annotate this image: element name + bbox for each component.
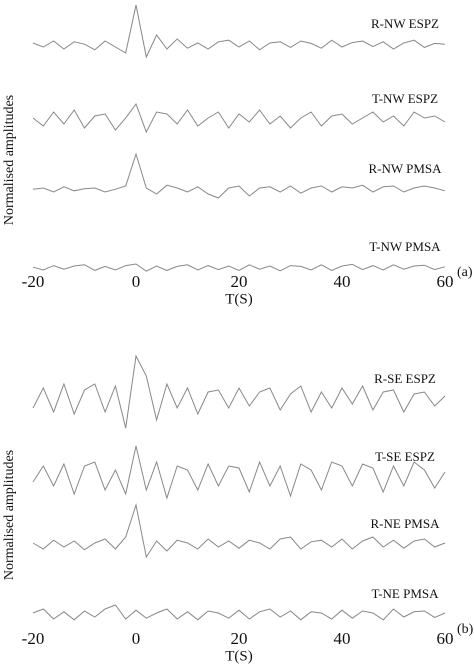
panel-label: (b) (457, 622, 474, 637)
trace (32, 604, 446, 621)
trace-label: R-NE PMSA (371, 516, 441, 531)
trace-label: T-SE ESPZ (375, 449, 435, 464)
x-tick-label: 60 (437, 629, 454, 648)
x-tick-label: 20 (231, 272, 248, 291)
trace (32, 102, 446, 134)
trace-label: R-NW PMSA (368, 161, 442, 176)
trace (32, 354, 446, 429)
panel-label: (a) (457, 265, 473, 280)
trace-label: T-NW PMSA (369, 239, 441, 254)
trace-label: T-NW ESPZ (372, 91, 438, 106)
x-tick-label: -20 (22, 272, 45, 291)
x-tick-label: 40 (334, 272, 351, 291)
trace (32, 503, 446, 559)
x-tick-label: 20 (231, 629, 248, 648)
x-tick-label: 40 (334, 629, 351, 648)
x-tick-label: 0 (132, 629, 141, 648)
trace-label: R-NW ESPZ (371, 16, 439, 31)
x-axis-label: T(S) (225, 648, 253, 664)
trace (32, 152, 446, 199)
trace-label: R-SE ESPZ (374, 371, 436, 386)
x-tick-label: 60 (437, 272, 454, 291)
trace (32, 263, 446, 272)
x-axis-label: T(S) (225, 291, 253, 307)
trace (32, 445, 446, 500)
x-tick-label: 0 (132, 272, 141, 291)
y-axis-label: Normalised amplitudes (2, 450, 17, 580)
x-tick-label: -20 (22, 629, 45, 648)
trace (32, 4, 446, 59)
y-axis-label: Normalised amplitudes (2, 95, 17, 225)
trace-label: T-NE PMSA (371, 586, 439, 601)
